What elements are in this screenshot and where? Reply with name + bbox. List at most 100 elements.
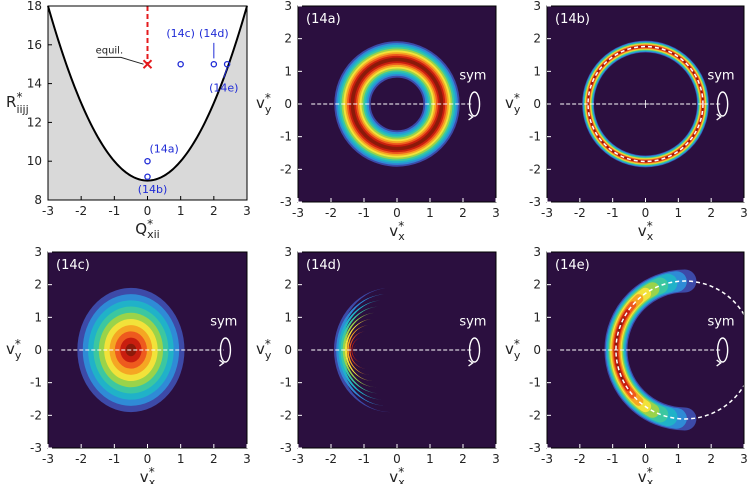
y-axis-label-sub: y <box>514 349 521 362</box>
y-axis-label-main: v <box>6 340 15 358</box>
x-axis-label: v* x <box>389 219 405 243</box>
y-tick-label: 1 <box>533 64 541 78</box>
x-tick-label: 1 <box>426 206 434 220</box>
y-axis-label-sub: y <box>265 349 272 362</box>
y-tick-label: 2 <box>533 32 541 46</box>
y-tick-label: -3 <box>280 195 292 209</box>
y-tick-label: 3 <box>533 0 541 13</box>
sym-arrowhead-icon <box>468 113 474 121</box>
boundary-curve <box>47 5 248 182</box>
reference-circle <box>615 280 744 420</box>
x-axis-label-star: * <box>147 217 153 231</box>
y-axis-label: v* y <box>505 91 521 116</box>
y-tick-label: 0 <box>284 97 292 111</box>
y-axis-label: v* y <box>505 337 521 362</box>
sym-label: sym <box>459 315 486 330</box>
sym-rotation-icon <box>219 337 232 363</box>
y-axis-label: v* y <box>256 337 272 362</box>
pointer-14e <box>223 67 228 78</box>
x-tick-label: 2 <box>459 452 467 466</box>
x-tick-label: -3 <box>541 206 553 220</box>
y-tick-label: 2 <box>284 278 292 292</box>
y-tick-label: -2 <box>529 408 541 422</box>
y-tick-label: -3 <box>529 195 541 209</box>
x-tick-label: 0 <box>144 452 152 466</box>
state-point-14d <box>210 60 218 68</box>
x-tick-label: -1 <box>108 452 120 466</box>
y-tick-label: 14 <box>27 77 42 91</box>
y-tick-label: 3 <box>533 245 541 259</box>
y-tick-label: -2 <box>529 162 541 176</box>
equilibrium-label: equil. <box>96 46 124 57</box>
x-axis-label-star: * <box>398 465 404 479</box>
y-tick-label: 0 <box>34 343 42 357</box>
y-tick-label: -1 <box>529 376 541 390</box>
x-axis-label-sub: x <box>398 230 405 243</box>
state-point-14a <box>144 157 151 165</box>
panel-label: (14d) <box>306 258 341 273</box>
point-label-14b: (14b) <box>138 183 168 196</box>
x-axis-label-star: * <box>149 465 155 479</box>
x-tick-label: -1 <box>607 452 619 466</box>
x-tick-label: -1 <box>607 206 619 220</box>
x-tick-label: -3 <box>292 206 304 220</box>
y-axis-label-sub: iijj <box>16 103 28 116</box>
x-tick-label: 1 <box>177 204 185 218</box>
x-tick-label: 3 <box>243 204 251 218</box>
x-axis-label-main: v <box>389 222 398 240</box>
y-axis-label-sub: y <box>265 103 272 116</box>
y-axis-label-sub: y <box>514 103 521 116</box>
y-axis-label-main: R <box>6 93 16 111</box>
x-tick-label: 0 <box>393 452 401 466</box>
sym-arrowhead-icon <box>716 113 722 121</box>
x-tick-label: -2 <box>75 204 87 218</box>
x-axis-label: v* x <box>638 219 654 243</box>
state-space-panel: equil.(14a)(14b)(14c) (14d)(14e)-3 -2 -1 0 1 2… <box>6 0 251 241</box>
x-tick-label: 3 <box>740 452 747 466</box>
contour-layers: sym <box>311 41 486 167</box>
panel-label: (14c) <box>56 258 90 273</box>
x-tick-label: 2 <box>459 206 467 220</box>
x-tick-label: -2 <box>75 452 87 466</box>
x-tick-label: -3 <box>292 452 304 466</box>
x-tick-label: 2 <box>707 206 715 220</box>
y-tick-label: -3 <box>30 441 42 455</box>
y-tick-label: 18 <box>27 0 42 13</box>
x-tick-label: -2 <box>325 452 337 466</box>
x-axis-label: v* x <box>389 465 405 484</box>
panel-label: (14a) <box>306 12 341 27</box>
x-tick-label: -2 <box>574 452 586 466</box>
x-tick-label: 3 <box>492 206 500 220</box>
y-axis-label: v* y <box>6 337 22 362</box>
sym-arrowhead-icon <box>716 359 722 367</box>
x-axis-label: Q* xii <box>135 217 159 241</box>
y-axis-label-star: * <box>15 337 21 351</box>
sym-rotation-icon <box>716 337 729 363</box>
x-axis-label-sub: x <box>149 476 156 484</box>
x-tick-label: -1 <box>108 204 120 218</box>
x-tick-label: -3 <box>42 204 54 218</box>
x-tick-label: 1 <box>177 452 185 466</box>
y-tick-label: 16 <box>27 38 42 52</box>
y-axis-label-star: * <box>16 90 22 104</box>
x-tick-label: 0 <box>642 206 650 220</box>
y-axis-label-main: v <box>505 340 514 358</box>
sym-rotation-icon <box>468 337 481 363</box>
sym-label: sym <box>459 69 486 84</box>
x-tick-label: 1 <box>675 452 683 466</box>
y-tick-label: 0 <box>284 343 292 357</box>
state-point-14c <box>177 60 184 68</box>
equilibrium-pointer <box>97 56 144 65</box>
panel-label: (14e) <box>555 258 590 273</box>
sym-arrowhead-icon <box>219 359 225 367</box>
x-axis-label-star: * <box>647 465 653 479</box>
y-axis-label-star: * <box>265 337 271 351</box>
y-axis-label-sub: y <box>15 349 22 362</box>
y-axis-label: R* iijj <box>6 90 29 116</box>
x-tick-label: 0 <box>642 452 650 466</box>
y-tick-label: -1 <box>280 130 292 144</box>
sym-rotation-icon <box>468 91 481 117</box>
